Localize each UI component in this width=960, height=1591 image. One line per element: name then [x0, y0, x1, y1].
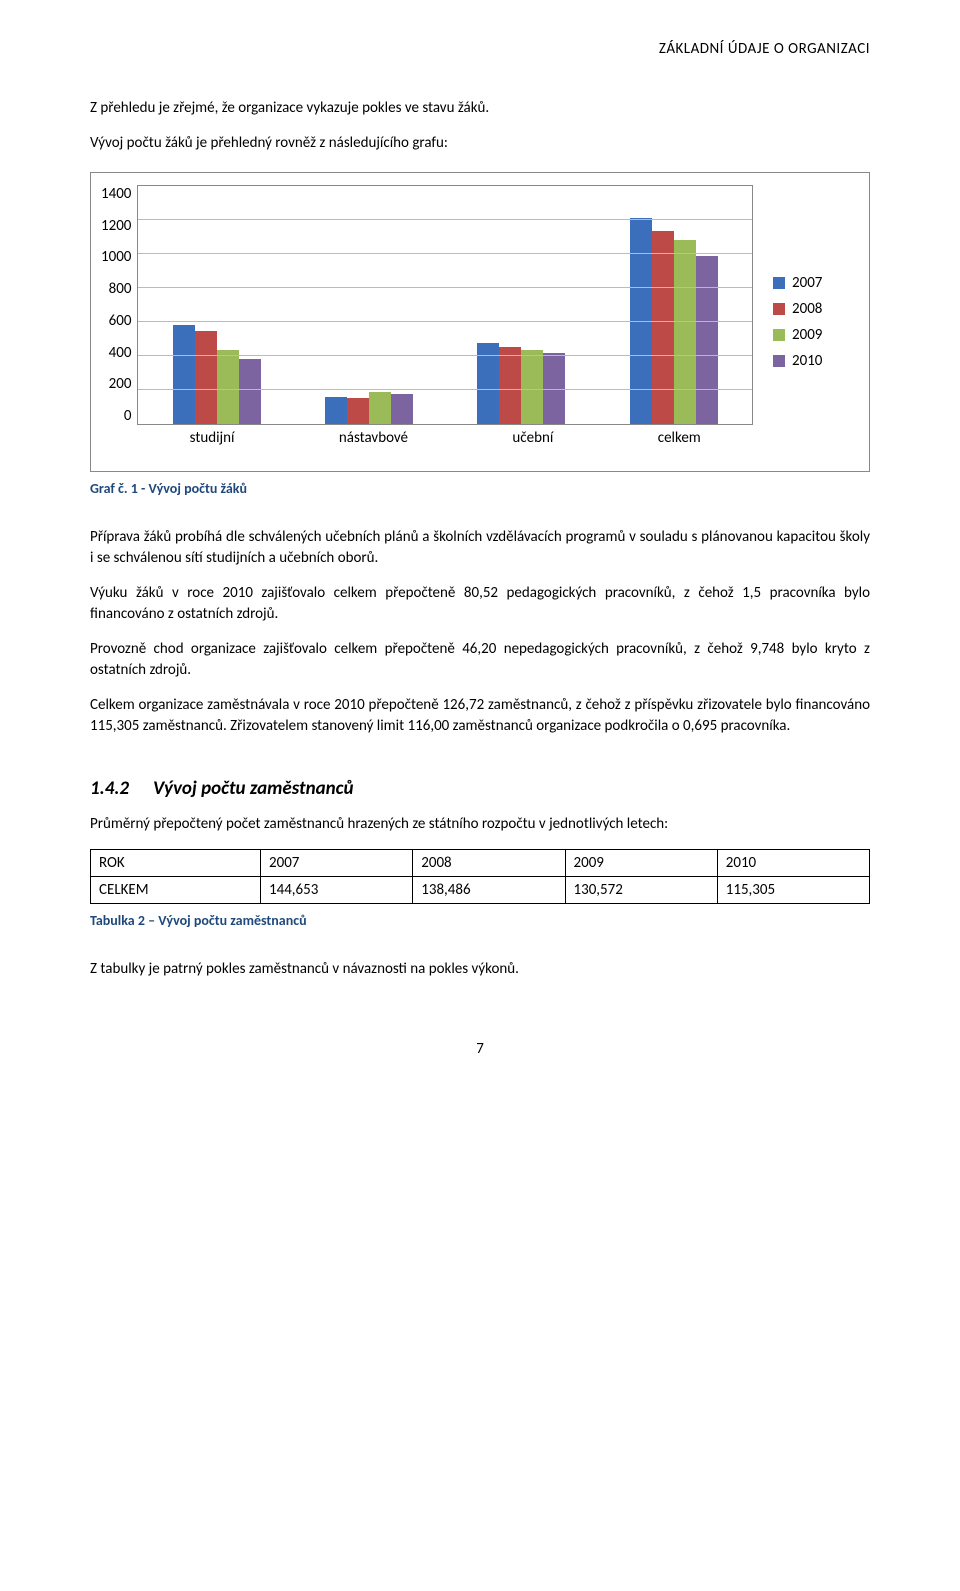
- bar: [239, 359, 261, 424]
- bar-group: [173, 325, 261, 424]
- page: ZÁKLADNÍ ÚDAJE O ORGANIZACI Z přehledu j…: [0, 0, 960, 1088]
- bar: [217, 350, 239, 424]
- legend-item: 2010: [773, 352, 853, 370]
- chart-y-axis: 1400 1200 1000 800 600 400 200 0: [101, 185, 137, 425]
- bar: [347, 398, 369, 424]
- legend-label: 2009: [792, 326, 822, 344]
- legend-item: 2007: [773, 274, 853, 292]
- bar: [195, 331, 217, 424]
- bar: [391, 394, 413, 425]
- body-paragraph-5: Provozně chod organizace zajišťovalo cel…: [90, 639, 870, 681]
- table-cell: 130,572: [565, 877, 717, 904]
- chart-plot-area: [137, 185, 753, 425]
- x-tick-label: celkem: [658, 429, 701, 447]
- table-body: CELKEM144,653138,486130,572115,305: [91, 877, 870, 904]
- gridline: [138, 389, 752, 390]
- gridline: [138, 321, 752, 322]
- table-header-cell: 2010: [717, 850, 869, 877]
- legend-label: 2010: [792, 352, 822, 370]
- closing-paragraph: Z tabulky je patrný pokles zaměstnanců v…: [90, 959, 870, 980]
- table-cell: CELKEM: [91, 877, 261, 904]
- table-cell: 115,305: [717, 877, 869, 904]
- body-paragraph-4: Výuku žáků v roce 2010 zajišťovalo celke…: [90, 583, 870, 625]
- employee-count-table: ROK2007200820092010 CELKEM144,653138,486…: [90, 849, 870, 904]
- y-tick-label: 1200: [101, 217, 131, 235]
- y-tick-label: 1400: [101, 185, 131, 203]
- body-paragraph-3: Příprava žáků probíhá dle schválených uč…: [90, 527, 870, 569]
- section-142-intro: Průměrný přepočtený počet zaměstnanců hr…: [90, 814, 870, 835]
- legend-item: 2009: [773, 326, 853, 344]
- x-tick-label: nástavbové: [339, 429, 408, 447]
- heading-title: Vývoj počtu zaměstnanců: [153, 777, 353, 800]
- bar: [499, 347, 521, 424]
- bar: [652, 231, 674, 424]
- table-header-cell: ROK: [91, 850, 261, 877]
- bar-group: [325, 392, 413, 424]
- page-number: 7: [90, 1040, 870, 1058]
- table-row: CELKEM144,653138,486130,572115,305: [91, 877, 870, 904]
- legend-swatch: [773, 303, 785, 315]
- chart-caption: Graf č. 1 - Vývoj počtu žáků: [90, 480, 870, 497]
- bar: [173, 325, 195, 424]
- legend-swatch: [773, 329, 785, 341]
- y-tick-label: 200: [109, 375, 132, 393]
- heading-number: 1.4.2: [90, 777, 129, 800]
- chart-plot-column: studijní nástavbové učební celkem: [137, 185, 753, 459]
- bar: [369, 392, 391, 424]
- table-header-cell: 2007: [261, 850, 413, 877]
- table-header-cell: 2009: [565, 850, 717, 877]
- bar: [521, 350, 543, 424]
- legend-label: 2008: [792, 300, 822, 318]
- intro-paragraph-2: Vývoj počtu žáků je přehledný rovněž z n…: [90, 133, 870, 154]
- chart-legend: 2007 2008 2009 2010: [753, 185, 853, 459]
- gridline: [138, 219, 752, 220]
- y-tick-label: 1000: [101, 248, 131, 266]
- gridline: [138, 253, 752, 254]
- table-header-cell: 2008: [413, 850, 565, 877]
- legend-label: 2007: [792, 274, 822, 292]
- heading-1-4-2: 1.4.2 Vývoj počtu zaměstnanců: [90, 777, 870, 800]
- y-tick-label: 0: [124, 407, 132, 425]
- chart-x-labels: studijní nástavbové učební celkem: [137, 425, 753, 447]
- legend-item: 2008: [773, 300, 853, 318]
- table-cell: 144,653: [261, 877, 413, 904]
- bar: [696, 256, 718, 424]
- table-header-row: ROK2007200820092010: [91, 850, 870, 877]
- intro-paragraph-1: Z přehledu je zřejmé, že organizace vyka…: [90, 98, 870, 119]
- bar: [674, 240, 696, 424]
- gridline: [138, 355, 752, 356]
- x-tick-label: učební: [512, 429, 553, 447]
- x-tick-label: studijní: [190, 429, 235, 447]
- legend-swatch: [773, 277, 785, 289]
- legend-swatch: [773, 355, 785, 367]
- y-tick-label: 400: [109, 344, 132, 362]
- section-header: ZÁKLADNÍ ÚDAJE O ORGANIZACI: [90, 40, 870, 58]
- table-cell: 138,486: [413, 877, 565, 904]
- bar: [325, 397, 347, 424]
- table-caption: Tabulka 2 – Vývoj počtu zaměstnanců: [90, 912, 870, 929]
- gridline: [138, 287, 752, 288]
- y-tick-label: 600: [109, 312, 132, 330]
- body-paragraph-6: Celkem organizace zaměstnávala v roce 20…: [90, 695, 870, 737]
- y-tick-label: 800: [109, 280, 132, 298]
- chart-student-count: 1400 1200 1000 800 600 400 200 0 studijní nástav…: [90, 172, 870, 472]
